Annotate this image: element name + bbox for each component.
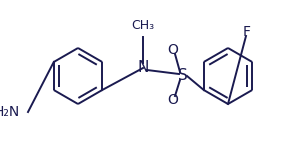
Text: O: O [168,93,178,107]
Text: F: F [243,25,251,39]
Text: O: O [168,43,178,57]
Text: S: S [178,68,188,84]
Text: N: N [137,60,149,75]
Text: CH₃: CH₃ [132,19,155,32]
Text: H₂N: H₂N [0,105,20,119]
